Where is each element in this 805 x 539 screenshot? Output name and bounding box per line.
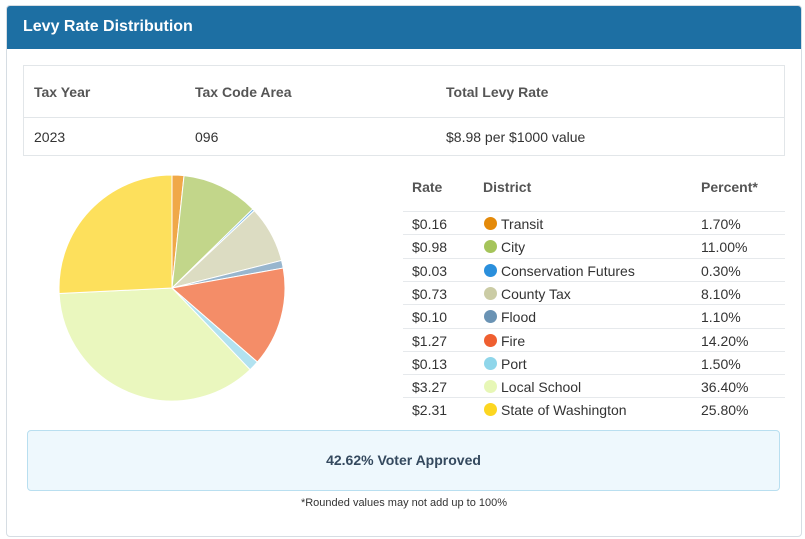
rate-value: $0.98 bbox=[412, 239, 448, 256]
rate-value: $0.16 bbox=[412, 216, 448, 232]
district-row: $0.16 Transit 1.70% bbox=[403, 211, 785, 235]
footnote: *Rounded values may not add up to 100% bbox=[300, 497, 508, 509]
legend-dot-icon bbox=[484, 310, 497, 324]
levy-rate-panel: Levy Rate Distribution Tax Year Tax Code… bbox=[6, 5, 802, 537]
district-row: $0.13 Port 1.50% bbox=[403, 350, 785, 375]
district-name: Fire bbox=[501, 332, 526, 349]
summary-table: Tax Year Tax Code Area Total Levy Rate 2… bbox=[23, 65, 785, 156]
legend-dot-icon bbox=[484, 286, 497, 300]
district-header: District bbox=[483, 179, 532, 195]
rate-value: $0.13 bbox=[412, 355, 448, 372]
percent-value: 14.20% bbox=[701, 332, 749, 349]
legend-dot-icon bbox=[484, 403, 497, 417]
percent-value: 1.70% bbox=[701, 216, 741, 232]
district-row: $3.27 Local School 36.40% bbox=[403, 374, 785, 398]
percent-value: 1.10% bbox=[701, 309, 741, 326]
district-name: County Tax bbox=[501, 285, 571, 302]
legend-dot-icon bbox=[484, 217, 497, 230]
legend-dot-icon bbox=[484, 356, 497, 370]
district-name: Local School bbox=[501, 379, 582, 396]
district-row: $1.27 Fire 14.20% bbox=[403, 327, 785, 352]
voter-approved-text: 42.62% Voter Approved bbox=[326, 452, 481, 468]
district-row: $2.31 State of Washington 25.80% bbox=[403, 397, 785, 421]
rate-value: $0.03 bbox=[412, 262, 448, 279]
rate-value: $0.10 bbox=[412, 309, 448, 326]
rate-value: $0.73 bbox=[412, 285, 448, 302]
panel-header: Levy Rate Distribution bbox=[7, 6, 801, 49]
tax-code-area-header: Tax Code Area bbox=[195, 84, 292, 100]
district-name: Flood bbox=[501, 309, 537, 326]
total-levy-rate-value: $8.98 per $1000 value bbox=[446, 129, 586, 145]
legend-dot-icon bbox=[484, 333, 497, 347]
legend-dot-icon bbox=[484, 240, 497, 254]
district-row: $0.73 County Tax 8.10% bbox=[403, 280, 785, 305]
rate-value: $2.31 bbox=[412, 402, 448, 419]
percent-value: 1.50% bbox=[701, 355, 741, 372]
pie-slice-state-of-washington[interactable] bbox=[58, 174, 173, 295]
district-name: City bbox=[501, 239, 526, 256]
levy-pie-chart bbox=[58, 174, 286, 402]
pie-slice-local-school[interactable] bbox=[58, 287, 251, 402]
total-levy-rate-header: Total Levy Rate bbox=[446, 84, 549, 100]
tax-year-value: 2023 bbox=[34, 129, 66, 145]
pie-slice-city[interactable] bbox=[171, 175, 254, 290]
rate-value: $1.27 bbox=[412, 332, 448, 349]
district-row: $0.98 City 11.00% bbox=[403, 234, 785, 258]
percent-value: 25.80% bbox=[701, 402, 749, 419]
pie-slice-fire[interactable] bbox=[170, 267, 286, 363]
district-name: Conservation Futures bbox=[501, 262, 635, 279]
voter-approved-box: 42.62% Voter Approved bbox=[27, 430, 780, 491]
percent-value: 0.30% bbox=[701, 262, 741, 279]
panel-title: Levy Rate Distribution bbox=[23, 18, 193, 35]
summary-divider bbox=[24, 117, 784, 118]
rate-value: $3.27 bbox=[412, 379, 448, 396]
tax-code-area-value: 096 bbox=[195, 129, 219, 145]
rate-header: Rate bbox=[412, 179, 443, 195]
tax-year-header: Tax Year bbox=[34, 84, 91, 100]
percent-value: 8.10% bbox=[701, 285, 741, 302]
district-name: State of Washington bbox=[501, 402, 627, 419]
district-name: Transit bbox=[501, 216, 544, 232]
district-row: $0.10 Flood 1.10% bbox=[403, 304, 785, 328]
percent-value: 11.00% bbox=[701, 239, 748, 256]
district-row: $0.03 Conservation Futures 0.30% bbox=[403, 257, 785, 282]
district-name: Port bbox=[501, 355, 527, 372]
legend-dot-icon bbox=[484, 380, 497, 394]
legend-dot-icon bbox=[484, 263, 497, 277]
percent-header: Percent* bbox=[701, 179, 758, 195]
percent-value: 36.40% bbox=[701, 379, 749, 396]
